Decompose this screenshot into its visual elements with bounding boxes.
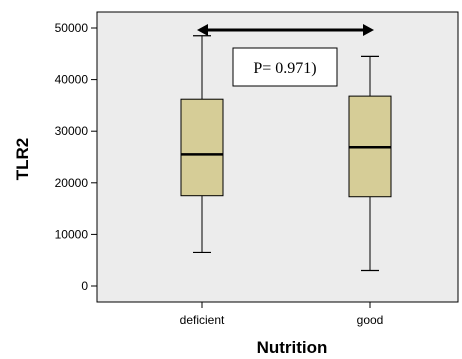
y-axis: 0 10000 20000 30000 40000 50000	[55, 21, 97, 293]
annotations-group: P= 0.971)	[197, 24, 374, 87]
y-tick-label: 0	[81, 279, 88, 293]
comparison-arrow-head-right	[363, 24, 374, 36]
p-value-box	[232, 47, 338, 87]
x-axis: deficient good	[180, 302, 384, 327]
comparison-arrow-head-left	[197, 24, 208, 36]
x-axis-title: Nutrition	[257, 338, 328, 357]
x-tick-label: good	[357, 313, 384, 327]
box-good	[348, 55, 392, 272]
box-deficient	[180, 35, 224, 254]
y-tick-label: 20000	[55, 176, 89, 190]
y-tick-label: 50000	[55, 21, 89, 35]
boxes-group	[180, 35, 392, 272]
p-value-label: P= 0.971)	[253, 60, 316, 77]
y-tick-label: 30000	[55, 124, 89, 138]
y-tick-label: 40000	[55, 73, 89, 87]
y-axis-title: TLR2	[13, 138, 32, 181]
iqr-box	[180, 98, 224, 197]
x-tick-label: deficient	[180, 313, 225, 327]
y-tick-label: 10000	[55, 227, 89, 241]
